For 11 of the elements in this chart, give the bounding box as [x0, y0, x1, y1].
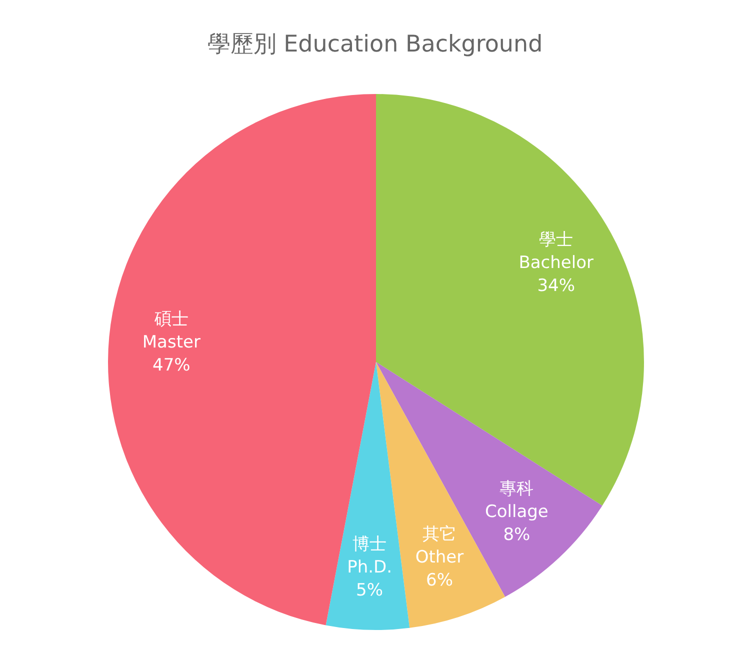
slice-label: 博士 Ph.D. — [347, 534, 392, 578]
data-label: 34% — [537, 276, 575, 296]
data-label: 6% — [426, 570, 453, 590]
data-label: 8% — [503, 524, 530, 545]
chart-title: 學歷別 Education Background — [207, 32, 543, 58]
slice-label: 其它 Other — [415, 524, 464, 568]
data-label: 47% — [152, 356, 190, 376]
slice-label: 學士 Bachelor — [518, 230, 594, 273]
slice-label: 碩士 Master — [142, 310, 200, 353]
slice-label: 專科 Collage — [484, 478, 548, 522]
data-label: 5% — [356, 580, 384, 600]
